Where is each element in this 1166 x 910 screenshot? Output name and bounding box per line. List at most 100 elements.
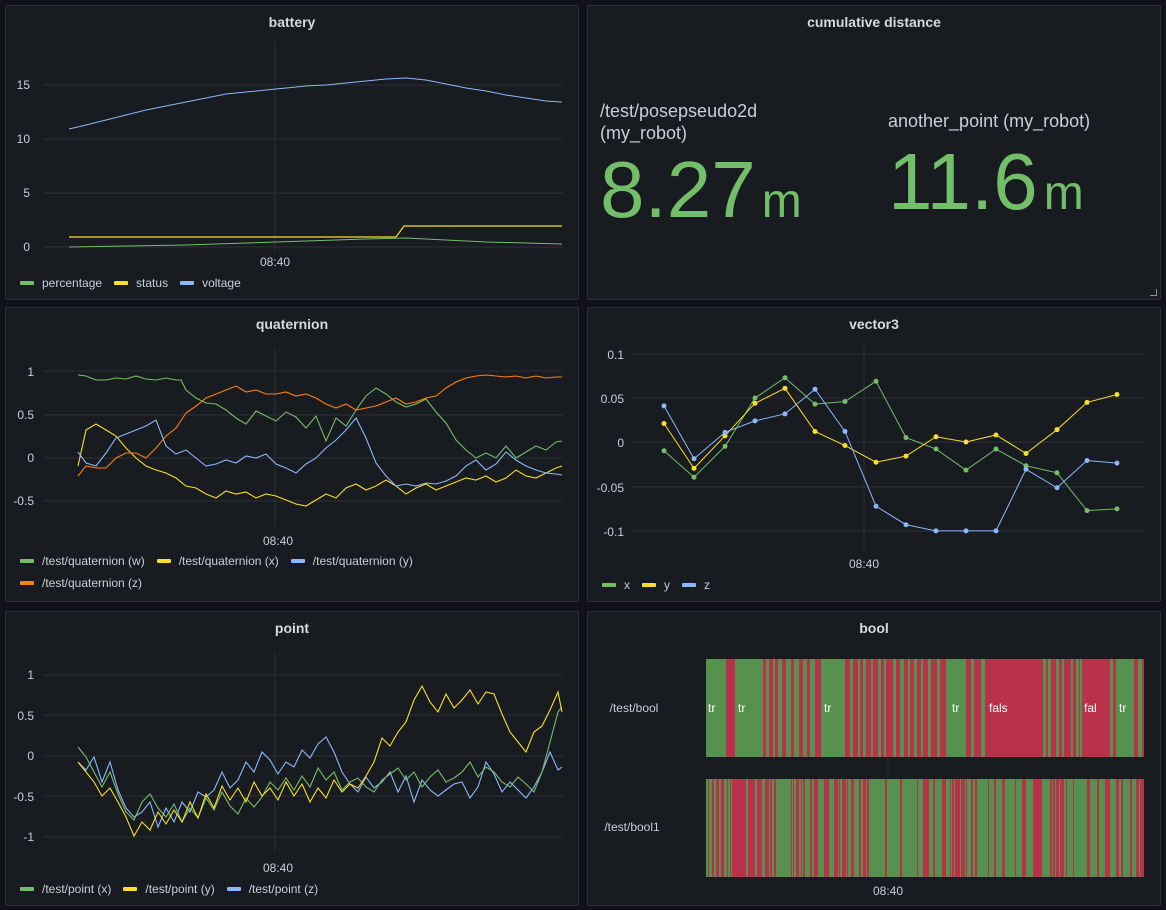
point-ytick-neg0.5: -0.5 bbox=[13, 790, 34, 804]
battery-ytick-5: 5 bbox=[23, 186, 30, 200]
bool1-false-segment bbox=[1050, 779, 1052, 877]
vector3-ytick-0: 0 bbox=[617, 436, 624, 450]
bool1-false-segment bbox=[975, 779, 977, 877]
stat-posepseudo2d: /test/posepseudo2d (my_robot) 8.27 m bbox=[600, 100, 860, 230]
state-label: tr bbox=[1119, 701, 1126, 715]
state-label: fals bbox=[989, 701, 1008, 715]
quaternion-z-line bbox=[77, 374, 562, 477]
vector3-x-point bbox=[963, 467, 969, 473]
vector3-y-point bbox=[933, 434, 939, 440]
bool1-false-segment bbox=[828, 779, 829, 877]
battery-legend: percentage status voltage bbox=[20, 276, 570, 290]
legend-item-quaternion-w[interactable]: /test/quaternion (w) bbox=[20, 554, 145, 568]
bool-true-segment bbox=[884, 659, 886, 757]
vector3-z-point bbox=[842, 428, 848, 434]
bool1-false-segment bbox=[966, 779, 967, 877]
vector3-panel: vector3 0.1 0.05 0 -0.05 -0.1 08:40 x y … bbox=[587, 307, 1161, 602]
bool1-false-segment bbox=[842, 779, 843, 877]
bool1-false-segment bbox=[885, 779, 887, 877]
bool1-false-segment bbox=[917, 779, 918, 877]
bool1-false-segment bbox=[770, 779, 772, 877]
state-label: tr bbox=[824, 701, 831, 715]
vector3-x-point bbox=[933, 446, 939, 452]
bool1-false-segment bbox=[851, 779, 854, 877]
bool1-false-segment bbox=[1140, 779, 1144, 877]
vector3-x-point bbox=[842, 399, 848, 405]
resize-handle-icon[interactable] bbox=[1150, 289, 1157, 296]
quaternion-w-line bbox=[77, 374, 563, 459]
bool1-false-segment bbox=[950, 779, 951, 877]
legend-item-voltage[interactable]: voltage bbox=[180, 276, 241, 290]
bool-true-segment bbox=[981, 659, 985, 757]
quaternion-title: quaternion bbox=[255, 316, 329, 332]
bool-chart: /test/bool /test/bool1 tr tr tr tr fals … bbox=[604, 659, 1144, 898]
battery-chart: 15 10 5 0 08:40 bbox=[17, 42, 563, 269]
bool1-false-segment bbox=[1073, 779, 1074, 877]
bool1-false-segment bbox=[971, 779, 973, 877]
bool-true-segment bbox=[706, 659, 726, 757]
bool-true-segment bbox=[1071, 659, 1073, 757]
vector3-legend: x y z bbox=[602, 578, 1122, 592]
bool1-false-segment bbox=[900, 779, 902, 877]
bool1-false-segment bbox=[836, 779, 838, 877]
bool1-false-segment bbox=[739, 779, 742, 877]
bool1-false-segment bbox=[952, 779, 954, 877]
vector3-z-point bbox=[1084, 457, 1090, 463]
point-ytick-1: 1 bbox=[27, 668, 34, 682]
legend-item-point-z[interactable]: /test/point (z) bbox=[226, 882, 318, 896]
vector3-x-point bbox=[873, 378, 879, 384]
point-ytick-0.5: 0.5 bbox=[17, 709, 34, 723]
vector3-x-point bbox=[903, 435, 909, 441]
vector3-y-point bbox=[691, 465, 697, 471]
vector3-y-point bbox=[1054, 427, 1060, 433]
bool1-false-segment bbox=[1105, 779, 1106, 877]
vector3-z-point bbox=[1023, 466, 1029, 472]
bool1-false-segment bbox=[942, 779, 946, 877]
bool-true-segment bbox=[971, 659, 974, 757]
legend-item-point-y[interactable]: /test/point (y) bbox=[123, 882, 215, 896]
legend-item-status[interactable]: status bbox=[114, 276, 168, 290]
bool1-false-segment bbox=[834, 779, 836, 877]
bool1-false-segment bbox=[1108, 779, 1110, 877]
vector3-x-point bbox=[1054, 470, 1060, 476]
vector3-y-point bbox=[812, 428, 818, 434]
legend-item-point-x[interactable]: /test/point (x) bbox=[20, 882, 111, 896]
bool1-false-segment bbox=[1106, 779, 1107, 877]
bool-true-segment bbox=[1116, 659, 1134, 757]
battery-title: battery bbox=[268, 14, 316, 30]
bool1-false-segment bbox=[1015, 779, 1016, 877]
vector3-x-point bbox=[993, 446, 999, 452]
battery-voltage-line bbox=[68, 77, 563, 130]
bool1-false-segment bbox=[955, 779, 957, 877]
bool-true-segment bbox=[1043, 659, 1046, 757]
legend-item-y[interactable]: y bbox=[642, 578, 670, 592]
vector3-grid bbox=[632, 348, 1145, 548]
vector3-y-point bbox=[722, 433, 728, 439]
stat-label: /test/posepseudo2d (my_robot) bbox=[600, 101, 758, 143]
vector3-y-point bbox=[903, 453, 909, 459]
bool1-false-segment bbox=[757, 779, 760, 877]
bool1-false-segment bbox=[1121, 779, 1123, 877]
bool1-false-segment bbox=[803, 779, 805, 877]
bool1-false-segment bbox=[1022, 779, 1025, 877]
vector3-z-point bbox=[691, 456, 697, 462]
bool1-false-segment bbox=[765, 779, 769, 877]
point-panel: point 1 0.5 0 -0.5 -1 08:40 /test/point … bbox=[5, 611, 579, 906]
legend-item-quaternion-z[interactable]: /test/quaternion (z) bbox=[20, 576, 142, 590]
legend-item-z[interactable]: z bbox=[682, 578, 710, 592]
legend-item-x[interactable]: x bbox=[602, 578, 630, 592]
vector3-z-line bbox=[663, 388, 1118, 532]
bool1-false-segment bbox=[712, 779, 714, 877]
legend-item-percentage[interactable]: percentage bbox=[20, 276, 102, 290]
bool-true-segment bbox=[1048, 659, 1051, 757]
battery-grid bbox=[44, 42, 563, 252]
point-xtick-0840: 08:40 bbox=[263, 861, 293, 875]
vector3-ytick-neg0.05: -0.05 bbox=[597, 481, 625, 495]
bool1-false-segment bbox=[1136, 779, 1139, 877]
legend-item-quaternion-y[interactable]: /test/quaternion (y) bbox=[290, 554, 413, 568]
bool1-false-segment bbox=[814, 779, 818, 877]
bool-title: bool bbox=[859, 620, 889, 636]
legend-item-quaternion-x[interactable]: /test/quaternion (x) bbox=[156, 554, 279, 568]
bool1-false-segment bbox=[735, 779, 739, 877]
bool1-false-segment bbox=[824, 779, 828, 877]
